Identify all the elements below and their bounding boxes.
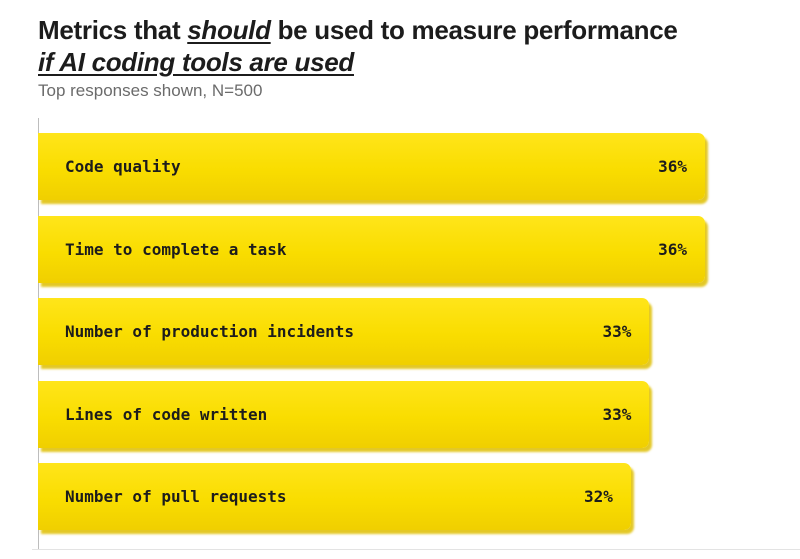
bar: Number of production incidents 33%	[38, 298, 650, 365]
bottom-divider	[32, 549, 800, 550]
title-emphasis: should	[187, 15, 271, 45]
bar-value-label: 33%	[602, 322, 632, 341]
title-part-2: be used to measure performance	[270, 15, 678, 45]
bar-category-label: Code quality	[65, 157, 181, 176]
chart-title-line-2: if AI coding tools are used	[38, 47, 354, 77]
bar-category-label: Number of production incidents	[65, 322, 354, 341]
bar-value-label: 36%	[658, 157, 687, 176]
bar-value-label: 32%	[583, 487, 613, 506]
bar: Time to complete a task 36%	[38, 215, 705, 283]
bar-value-label: 33%	[602, 404, 632, 424]
title-part-1: Metrics that	[38, 15, 188, 45]
bar: Lines of code written 33%	[38, 380, 650, 448]
chart-title: Metrics that should be used to measure p…	[38, 14, 678, 46]
bar-category-label: Time to complete a task	[65, 239, 287, 259]
chart-subtitle: Top responses shown, N=500	[38, 81, 263, 100]
bar-category-label: Number of pull requests	[65, 487, 287, 506]
bar-category-label: Lines of code written	[65, 404, 268, 424]
bar: Number of pull requests 32%	[38, 463, 631, 530]
chart-header: Metrics that should be used to measure p…	[38, 14, 678, 102]
bar: Code quality 36%	[38, 133, 705, 200]
bar-value-label: 36%	[658, 239, 687, 259]
